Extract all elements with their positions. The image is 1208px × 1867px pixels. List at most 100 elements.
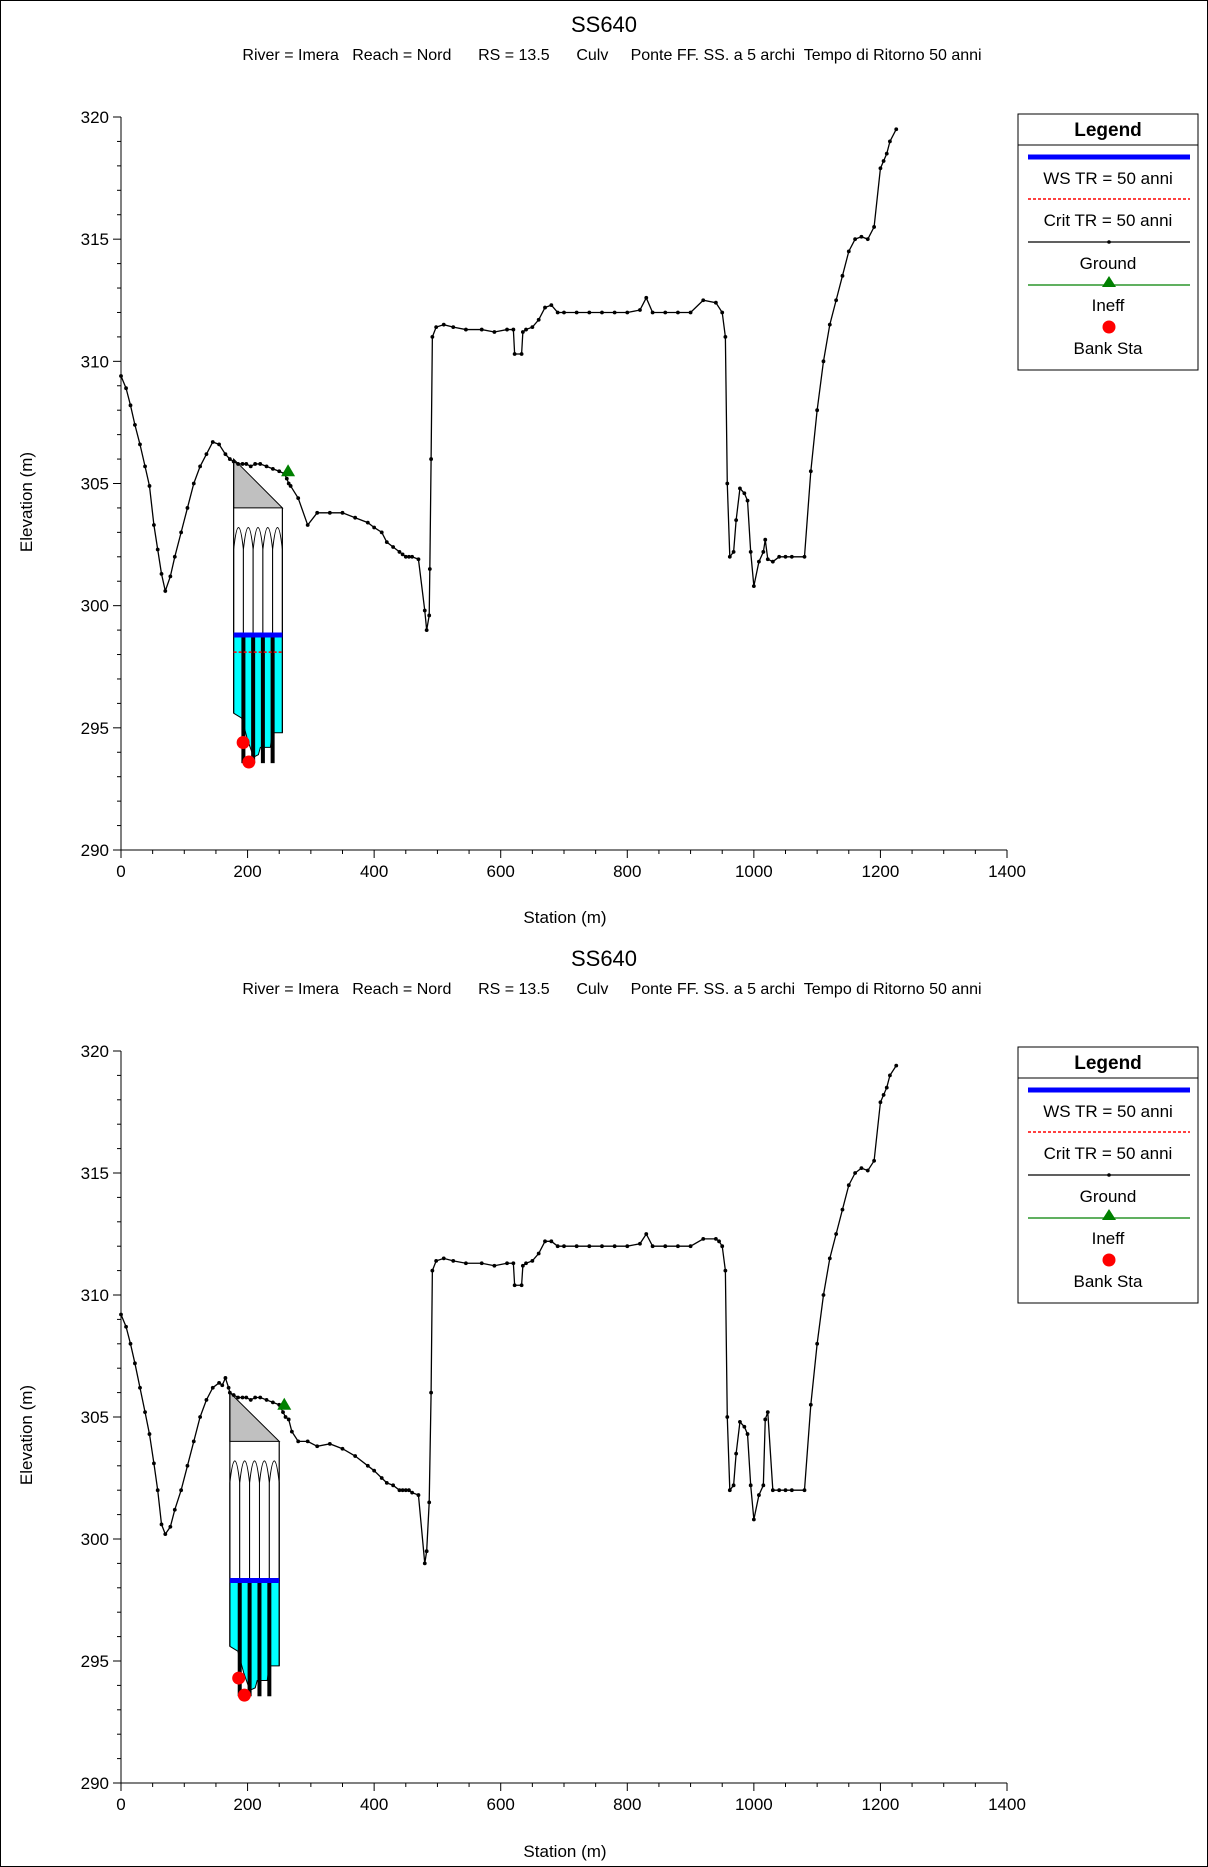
ground-point	[430, 1268, 435, 1273]
ground-point	[223, 452, 228, 457]
ground-point	[391, 1483, 396, 1488]
ground-point	[745, 498, 750, 503]
ground-point	[492, 330, 497, 334]
ground-point	[198, 464, 203, 469]
ground-point	[827, 1256, 832, 1261]
culvert-arch	[262, 526, 274, 635]
ground-point	[198, 1415, 203, 1419]
plot-area: 0 200 400 600 800 1000 1200 1400 290 295 300 305 310…	[81, 1042, 1026, 1814]
ground-point	[834, 1232, 839, 1236]
culvert-arch	[239, 1460, 251, 1581]
ground-point	[147, 1432, 152, 1436]
ground-point	[281, 1410, 285, 1415]
ground-point	[223, 1376, 228, 1380]
x-tick-label: 400	[360, 1795, 388, 1814]
ground-point	[638, 1241, 642, 1246]
ground-point	[536, 317, 541, 322]
culvert-pier	[237, 1580, 242, 1697]
y-tick-label: 320	[81, 108, 109, 127]
x-tick-label: 0	[116, 1795, 125, 1814]
ground-point	[815, 408, 820, 413]
ground-point	[179, 1488, 184, 1493]
culvert-pier	[251, 634, 256, 764]
ground-point	[720, 1244, 725, 1249]
ground-point	[520, 1263, 525, 1268]
ground-point	[227, 1390, 232, 1395]
ground-point	[815, 1341, 820, 1346]
ground-point	[734, 1451, 739, 1456]
culvert-arch	[242, 526, 254, 635]
ground-point	[407, 554, 411, 559]
ground-point	[731, 1483, 736, 1488]
ground-point	[379, 530, 384, 535]
ground-point	[258, 462, 263, 466]
ground-point	[400, 1488, 405, 1493]
ground-point	[511, 1261, 516, 1266]
ground-point	[731, 550, 736, 554]
ground-point	[789, 554, 794, 559]
ground-point	[305, 523, 310, 527]
ground-point	[128, 1341, 133, 1346]
ground-point	[846, 1183, 851, 1188]
x-tick-label: 1400	[988, 1795, 1026, 1814]
ground-point	[881, 159, 886, 163]
culvert-pier	[247, 1580, 252, 1697]
y-tick-label: 320	[81, 1042, 109, 1061]
culvert-deck	[233, 457, 284, 509]
chart-subtitle: River = Imera Reach = Nord RS = 13.5 Cul…	[242, 981, 981, 998]
ground-point	[253, 1395, 258, 1400]
ground-point	[168, 574, 173, 579]
ground-point	[479, 327, 484, 332]
ground-point	[519, 1283, 524, 1288]
ground-point	[777, 554, 782, 559]
ground-point	[555, 1244, 560, 1249]
ground-point	[172, 554, 177, 559]
y-tick-label: 315	[81, 1164, 109, 1183]
ground-point	[742, 491, 747, 496]
ground-point	[172, 1507, 177, 1512]
culvert-pier	[270, 634, 275, 764]
ground-point	[407, 1488, 411, 1493]
ground-point	[416, 1493, 421, 1497]
ground-point	[124, 386, 128, 391]
ground-point	[821, 1293, 826, 1297]
culvert-arch	[272, 526, 283, 635]
y-tick-label: 295	[81, 719, 109, 738]
ground-point	[384, 540, 389, 545]
legend-item-bank: Bank Sta	[1074, 1272, 1144, 1291]
ground-point	[512, 352, 517, 356]
ground-point	[612, 310, 617, 315]
ground-point	[422, 1561, 427, 1566]
ground-point	[464, 327, 468, 332]
ground-point	[315, 1444, 320, 1449]
y-tick-label: 310	[81, 352, 109, 371]
ground-point	[777, 1488, 782, 1493]
ground-point	[701, 1236, 706, 1241]
ground-point	[713, 1236, 718, 1241]
ground-point	[738, 486, 742, 491]
ground-point	[878, 1100, 883, 1105]
ground-point	[296, 1439, 301, 1444]
culvert-arch	[229, 1460, 241, 1581]
ground-point	[305, 1439, 310, 1444]
ground-point	[878, 166, 883, 171]
ground-point	[742, 1424, 747, 1429]
legend-item-ground: Ground	[1080, 1187, 1137, 1206]
ground-point	[264, 1398, 269, 1402]
chart-top: SS640 River = Imera Reach = Nord RS = 13…	[17, 12, 1199, 927]
ground-point	[372, 1468, 377, 1473]
legend: Legend WS TR = 50 anni Crit TR = 50 anni…	[1017, 113, 1199, 371]
ground-point	[240, 1395, 245, 1400]
legend-ineff-marker	[1102, 276, 1116, 287]
ground-point	[479, 1261, 484, 1266]
ground-point	[441, 1256, 446, 1261]
legend-item-ineff: Ineff	[1092, 296, 1125, 315]
ground-point	[288, 484, 293, 488]
culvert-arch	[252, 526, 264, 635]
ground-point	[802, 1488, 807, 1493]
ground-point	[751, 1517, 756, 1522]
x-tick-label: 1200	[862, 862, 900, 881]
ground-point	[549, 1239, 554, 1244]
ground-point	[872, 225, 876, 229]
legend-item-crit: Crit TR = 50 anni	[1044, 1144, 1173, 1163]
